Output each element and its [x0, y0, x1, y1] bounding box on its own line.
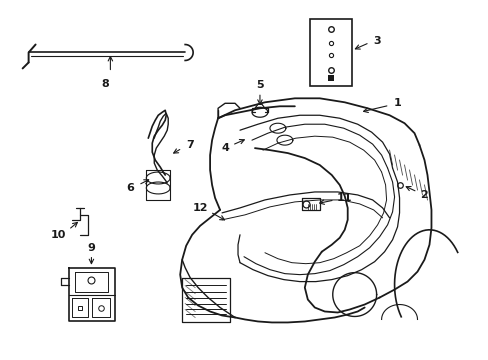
- Bar: [309, 19, 351, 86]
- Text: 4: 4: [221, 143, 228, 153]
- Text: 7: 7: [186, 140, 194, 150]
- Text: 5: 5: [256, 80, 263, 90]
- Text: 10: 10: [51, 230, 66, 240]
- Text: 9: 9: [87, 243, 95, 253]
- Text: 6: 6: [126, 183, 134, 193]
- Text: 12: 12: [192, 203, 207, 213]
- Text: 1: 1: [393, 98, 401, 108]
- Text: 3: 3: [373, 36, 381, 46]
- Text: 8: 8: [102, 79, 109, 89]
- Text: 2: 2: [420, 190, 427, 200]
- Text: 11: 11: [336, 193, 352, 203]
